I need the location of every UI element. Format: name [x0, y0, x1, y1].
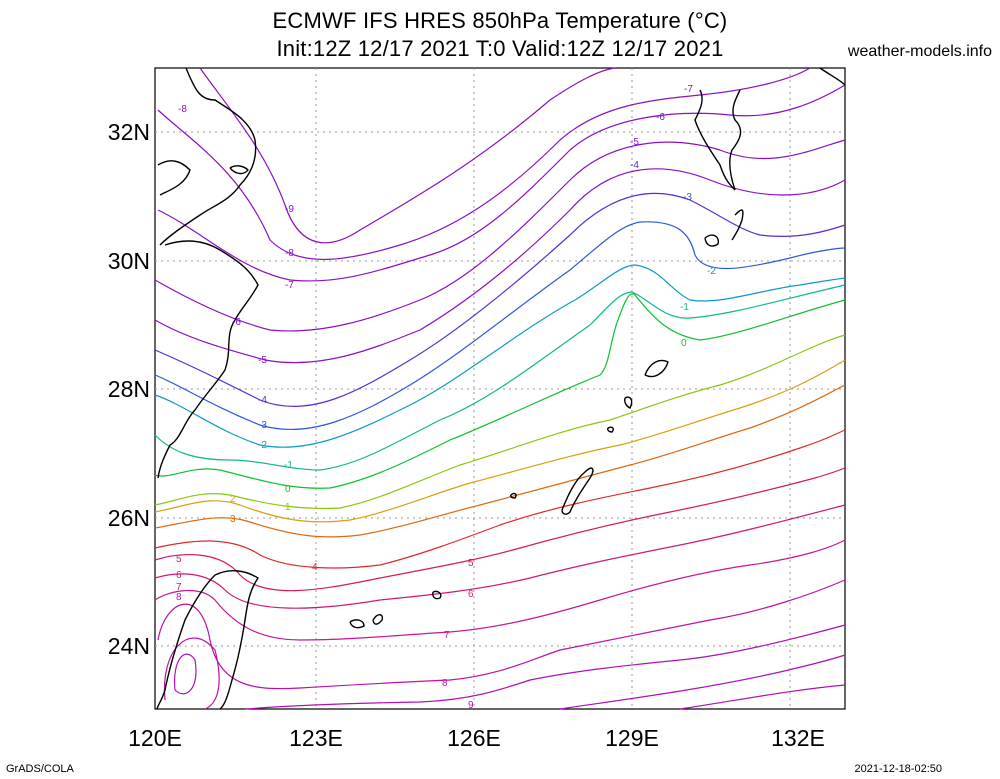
clabel-9: 9	[468, 700, 474, 711]
amami-island	[644, 359, 669, 378]
clabel-5-west: 5	[176, 554, 182, 565]
lon-tick: 120E	[128, 725, 182, 751]
lat-axis: 32N 30N 28N 26N 24N	[108, 119, 150, 659]
clabel-m6: -6	[232, 317, 241, 328]
clabel-6-west: 6	[176, 570, 182, 581]
clabel-4: 4	[312, 562, 318, 573]
clabel-m3: -3	[258, 420, 267, 431]
contour-2	[154, 359, 846, 523]
clabel-5: 5	[468, 558, 474, 569]
contour-m3	[154, 221, 846, 431]
contour-m6	[154, 139, 846, 332]
contour-4	[154, 429, 846, 569]
clabel-2: 2	[230, 494, 236, 505]
footer-software: GrADS/COLA	[6, 763, 74, 775]
clabel-m4: -4	[258, 395, 267, 406]
okinawa-island	[561, 467, 594, 515]
clabel-m2-ne: -2	[707, 266, 716, 277]
contour-m1	[154, 284, 846, 471]
clabel-1: 1	[285, 502, 291, 513]
lon-tick: 123E	[289, 725, 343, 751]
lon-tick: 129E	[605, 725, 659, 751]
contour-3	[154, 384, 846, 538]
contour-5	[154, 467, 846, 592]
clabel-m1: -1	[284, 460, 293, 471]
contour-m7	[157, 84, 846, 282]
contour-inner-taiwan	[163, 637, 220, 710]
clabel-0: 0	[285, 484, 291, 495]
clabel-8-west: 8	[176, 592, 182, 603]
clabel-8: 8	[442, 678, 448, 689]
credit-label: weather-models.info	[847, 43, 992, 60]
clabel-m9: -9	[285, 204, 294, 215]
lon-tick: 132E	[771, 725, 825, 751]
contour-6	[154, 504, 846, 609]
clabel-m4-ne: -4	[630, 160, 639, 171]
shanghai-coast	[157, 160, 191, 196]
kume-island	[510, 492, 517, 499]
ishigaki-island	[349, 619, 365, 629]
iriomote-island	[372, 614, 384, 625]
taiwan-island	[156, 570, 259, 710]
temperature-contours	[154, 67, 846, 710]
okinoerabu	[607, 426, 614, 433]
clabel-m1-ne: -1	[680, 302, 689, 313]
lat-tick: 26N	[108, 505, 150, 531]
contour-7	[154, 539, 846, 641]
clabel-m8-nw: -8	[178, 104, 187, 115]
lat-tick: 24N	[108, 633, 150, 659]
contour-0	[154, 293, 846, 489]
clabel-7: 7	[444, 630, 450, 641]
china-coast	[157, 67, 259, 479]
contour-m8	[157, 67, 811, 261]
contour-8	[157, 579, 846, 690]
clabel-0-ne: 0	[681, 338, 687, 349]
contour-labels: -8 -9 -8 -7 -6 -5 -4 -3 -2 -1 0 1 2 3 4 …	[176, 84, 716, 711]
clabel-m5-ne: -5	[630, 137, 639, 148]
tokunoshima	[624, 396, 633, 409]
lon-tick: 126E	[447, 725, 501, 751]
clabel-m7: -7	[285, 280, 294, 291]
map-subtitle: Init:12Z 12/17 2021 T:0 Valid:12Z 12/17 …	[276, 36, 724, 61]
lat-tick: 28N	[108, 376, 150, 402]
lat-tick: 30N	[108, 248, 150, 274]
clabel-m2: -2	[258, 440, 267, 451]
contour-m4	[154, 192, 846, 408]
clabel-m6-ne: -6	[656, 112, 665, 123]
contour-9	[173, 624, 846, 710]
tanegashima	[731, 209, 744, 241]
lon-axis: 120E 123E 126E 129E 132E	[128, 725, 825, 751]
miyako-island	[432, 590, 442, 600]
footer-timestamp: 2021-12-18-02:50	[854, 763, 942, 775]
kyushu-coast	[694, 67, 846, 191]
contour-m9	[199, 67, 616, 244]
clabel-7-west: 7	[176, 582, 182, 593]
contour-m5	[154, 168, 846, 364]
lat-tick: 32N	[108, 119, 150, 145]
contour-m2	[154, 264, 846, 448]
yakushima	[704, 234, 719, 247]
contour-south-2	[679, 684, 846, 710]
coastlines	[156, 67, 846, 710]
contour-south-1	[559, 654, 846, 710]
clabel-m5: -5	[258, 355, 267, 366]
clabel-m3-ne: -3	[683, 192, 692, 203]
clabel-6: 6	[468, 589, 474, 600]
clabel-m8: -8	[285, 248, 294, 259]
clabel-3: 3	[230, 514, 236, 525]
gridlines	[155, 68, 845, 709]
jeju-island	[229, 165, 249, 175]
map-title: ECMWF IFS HRES 850hPa Temperature (°C)	[272, 8, 728, 33]
contour-1	[154, 334, 846, 510]
clabel-m7-ne: -7	[684, 84, 693, 95]
